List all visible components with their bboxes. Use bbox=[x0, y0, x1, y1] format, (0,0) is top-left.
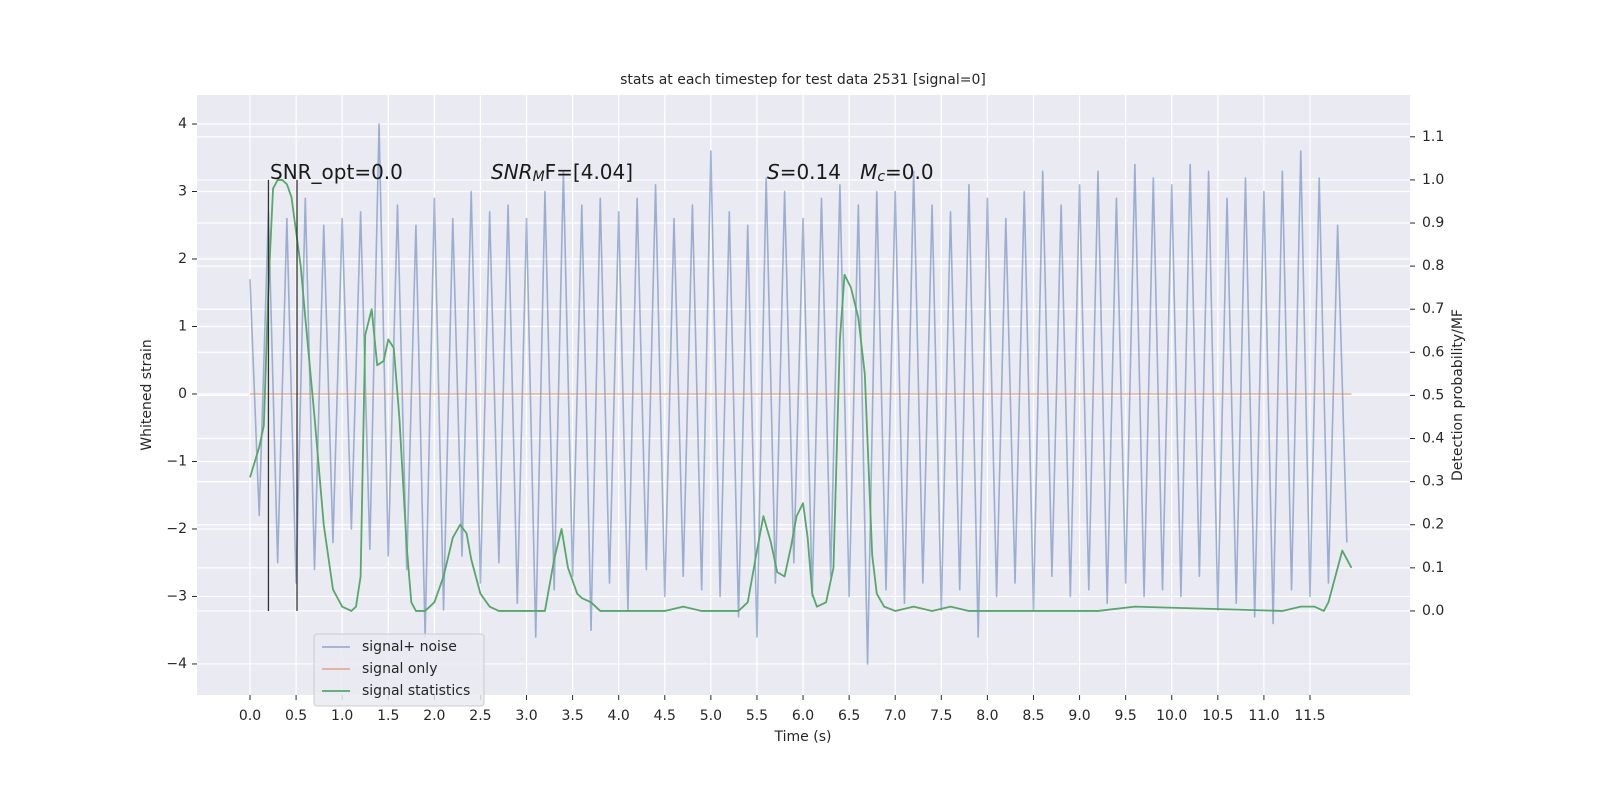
y2-tick-label: 0.9 bbox=[1422, 215, 1444, 231]
x-tick-label: 8.5 bbox=[1022, 708, 1044, 724]
x-tick-label: 1.5 bbox=[377, 708, 399, 724]
x-tick-label: 11.5 bbox=[1294, 708, 1325, 724]
x-tick-label: 6.5 bbox=[838, 708, 860, 724]
legend-label: signal+ noise bbox=[362, 639, 457, 655]
annotation: SNR_opt=0.0 bbox=[270, 160, 403, 184]
y2-tick-label: 0.5 bbox=[1422, 387, 1444, 403]
y-tick-label: 1 bbox=[178, 318, 187, 334]
y-axis-label: Whitened strain bbox=[139, 339, 155, 450]
x-tick-label: 7.5 bbox=[930, 708, 952, 724]
annotation-part: =0.14 bbox=[780, 160, 860, 184]
x-tick-label: 10.5 bbox=[1202, 708, 1233, 724]
y-tick-label: −3 bbox=[166, 588, 187, 604]
x-tick-label: 0.0 bbox=[239, 708, 261, 724]
x-tick-label: 1.0 bbox=[331, 708, 353, 724]
legend-box bbox=[313, 633, 485, 707]
x-tick-label: 10.0 bbox=[1156, 708, 1187, 724]
annotation-part: SNR_opt=0.0 bbox=[270, 160, 403, 184]
x-tick-label: 4.5 bbox=[654, 708, 676, 724]
y-tick-label: −4 bbox=[166, 656, 187, 672]
y-tick-label: −1 bbox=[166, 453, 187, 469]
annotation: SNRMF=[4.04] bbox=[491, 160, 633, 186]
x-tick-label: 7.0 bbox=[884, 708, 906, 724]
y2-tick-label: 0.0 bbox=[1422, 603, 1444, 619]
y-tick-label: 0 bbox=[178, 386, 187, 402]
y2-tick-label: 0.1 bbox=[1422, 560, 1444, 576]
series-line bbox=[249, 123, 1348, 665]
x-tick-label: 9.5 bbox=[1115, 708, 1137, 724]
y-tick-label: 4 bbox=[178, 116, 187, 132]
y2-tick-label: 0.7 bbox=[1422, 301, 1444, 317]
y2-tick-label: 0.8 bbox=[1422, 258, 1444, 274]
y2-tick-label: 1.1 bbox=[1422, 129, 1444, 145]
legend-label: signal only bbox=[362, 661, 437, 677]
y2-tick-label: 0.4 bbox=[1422, 431, 1444, 447]
annotation-part: S bbox=[767, 160, 780, 184]
y2-axis-label: Detection probability/MF bbox=[1450, 309, 1466, 481]
x-tick-label: 9.0 bbox=[1068, 708, 1090, 724]
annotation-part: c bbox=[877, 169, 885, 185]
x-tick-label: 8.0 bbox=[976, 708, 998, 724]
x-tick-label: 6.0 bbox=[792, 708, 814, 724]
x-tick-label: 2.5 bbox=[469, 708, 491, 724]
annotation-part: F=[4.04] bbox=[545, 160, 633, 184]
legend-label: signal statistics bbox=[362, 683, 470, 699]
y2-tick-label: 1.0 bbox=[1422, 172, 1444, 188]
x-tick-label: 11.0 bbox=[1248, 708, 1279, 724]
chart-title: stats at each timestep for test data 253… bbox=[620, 72, 986, 88]
series-line bbox=[249, 179, 1353, 612]
y-tick-label: −2 bbox=[166, 521, 187, 537]
x-axis-label: Time (s) bbox=[774, 729, 832, 745]
x-tick-label: 3.5 bbox=[561, 708, 583, 724]
x-tick-label: 5.5 bbox=[746, 708, 768, 724]
annotation-part: =0.0 bbox=[885, 160, 934, 184]
y2-tick-label: 0.3 bbox=[1422, 474, 1444, 490]
x-tick-label: 2.0 bbox=[423, 708, 445, 724]
y2-tick-label: 0.2 bbox=[1422, 517, 1444, 533]
y-tick-label: 3 bbox=[178, 184, 187, 200]
annotation-part: M bbox=[860, 160, 877, 184]
y2-tick-label: 0.6 bbox=[1422, 344, 1444, 360]
x-tick-label: 4.0 bbox=[608, 708, 630, 724]
x-tick-label: 5.0 bbox=[700, 708, 722, 724]
y-tick-label: 2 bbox=[178, 251, 187, 267]
x-tick-label: 3.0 bbox=[515, 708, 537, 724]
annotation: S=0.14 Mc=0.0 bbox=[767, 160, 934, 186]
annotation-part: M bbox=[533, 169, 545, 185]
annotation-part: SNR bbox=[491, 160, 533, 184]
x-tick-label: 0.5 bbox=[285, 708, 307, 724]
